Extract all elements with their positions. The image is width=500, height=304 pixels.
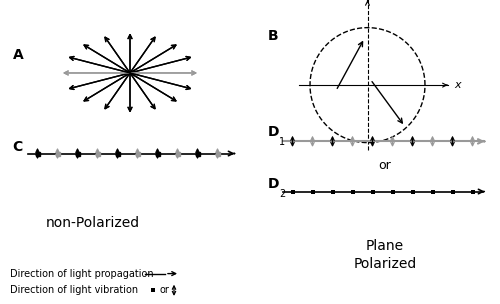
Text: A: A (12, 48, 23, 62)
Text: non-Polarized: non-Polarized (46, 216, 140, 230)
Text: 2: 2 (279, 189, 285, 199)
Text: B: B (268, 29, 278, 43)
Text: D: D (268, 125, 279, 139)
Text: C: C (12, 140, 23, 154)
Text: Plane: Plane (366, 239, 404, 253)
Text: 1: 1 (279, 137, 285, 147)
Text: D: D (268, 177, 279, 191)
Text: x: x (454, 80, 460, 90)
Text: or: or (378, 159, 392, 172)
Text: Direction of light vibration: Direction of light vibration (10, 285, 138, 295)
Text: Direction of light propagation: Direction of light propagation (10, 269, 154, 278)
Text: Polarized: Polarized (354, 257, 416, 271)
Text: or: or (159, 285, 169, 295)
